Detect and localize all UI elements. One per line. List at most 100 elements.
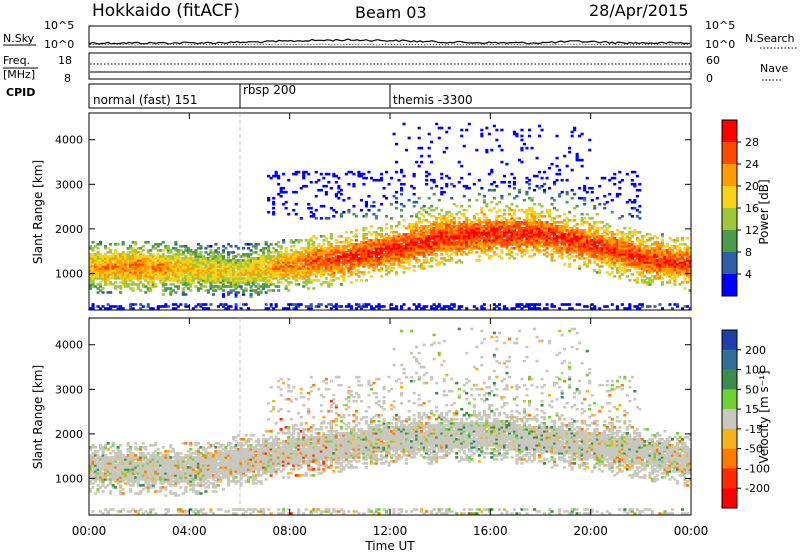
power-cell	[319, 267, 323, 270]
power-cell	[465, 219, 469, 222]
power-cell	[221, 279, 225, 282]
power-cell	[367, 303, 371, 306]
power-cell	[588, 225, 592, 228]
power-cell	[465, 227, 469, 230]
power-cell	[517, 227, 521, 230]
power-cell	[359, 249, 363, 252]
power-cell	[337, 235, 341, 238]
power-cell	[181, 259, 185, 262]
power-cell	[600, 237, 604, 240]
power-cell	[201, 275, 205, 278]
power-cell	[94, 267, 98, 270]
power-cell	[397, 245, 401, 248]
power-cell	[392, 255, 396, 258]
power-cell	[415, 215, 419, 218]
power-cell	[445, 227, 449, 230]
power-cell	[337, 245, 341, 248]
power-cell	[435, 305, 439, 308]
power-cell	[364, 247, 368, 250]
power-cell	[144, 241, 148, 244]
power-cell	[578, 247, 582, 250]
power-cell	[585, 241, 589, 244]
power-cell	[161, 275, 165, 278]
power-cell	[455, 243, 459, 246]
power-cell	[630, 261, 634, 264]
power-cell	[317, 269, 321, 272]
power-cell	[625, 275, 629, 278]
power-cell	[638, 271, 642, 274]
power-cell	[327, 217, 331, 220]
power-cell	[339, 247, 343, 250]
power-cell	[126, 267, 130, 270]
power-cell	[274, 172, 278, 176]
power-cell	[334, 194, 338, 198]
power-cell	[610, 249, 614, 252]
power-cell	[119, 307, 123, 310]
power-cell	[500, 148, 504, 152]
power-cell	[154, 273, 158, 276]
power-cell	[262, 255, 266, 258]
power-cell	[645, 253, 649, 256]
power-cell	[580, 132, 584, 136]
power-cell	[374, 241, 378, 244]
power-cell	[94, 277, 98, 280]
power-cell	[495, 243, 499, 246]
power-cell	[593, 251, 597, 254]
power-cell	[221, 271, 225, 274]
power-cell	[324, 249, 328, 252]
power-cell	[169, 287, 173, 290]
power-cell	[407, 241, 411, 244]
power-cell	[232, 261, 236, 264]
power-cell	[535, 241, 539, 244]
power-cell	[214, 271, 218, 274]
power-cell	[272, 255, 276, 258]
power-cell	[645, 247, 649, 250]
power-cell	[525, 303, 529, 306]
power-cell	[239, 279, 243, 282]
power-cell	[186, 279, 190, 282]
power-cell	[104, 259, 108, 262]
power-cell	[528, 233, 532, 236]
power-cell	[635, 188, 639, 192]
power-cell	[362, 239, 366, 242]
power-cell	[227, 271, 231, 274]
power-cell	[227, 273, 231, 276]
power-cell	[415, 200, 419, 204]
power-cell	[144, 277, 148, 280]
power-cell	[600, 241, 604, 244]
power-cell	[101, 291, 105, 294]
power-cell	[660, 255, 664, 258]
power-cell	[196, 271, 200, 274]
power-cell	[385, 239, 389, 242]
power-cell	[385, 215, 389, 218]
power-cell	[500, 215, 504, 218]
power-cell	[284, 200, 288, 204]
power-cell	[593, 249, 597, 252]
power-cell	[645, 249, 649, 252]
power-cell	[282, 186, 286, 190]
power-cell	[608, 237, 612, 240]
power-cell	[392, 307, 396, 310]
power-cell	[472, 225, 476, 228]
power-cell	[196, 267, 200, 270]
power-cell	[510, 237, 514, 240]
power-cell	[242, 293, 246, 296]
power-cell	[623, 267, 627, 270]
power-cell	[405, 255, 409, 258]
power-cell	[149, 263, 153, 266]
power-cell	[420, 263, 424, 266]
power-cell	[665, 273, 669, 276]
power-cell	[242, 281, 246, 284]
power-cell	[277, 273, 281, 276]
power-cell	[470, 249, 474, 252]
power-cell	[560, 231, 564, 234]
power-cell	[655, 269, 659, 272]
power-cell	[495, 305, 499, 308]
power-cell	[608, 245, 612, 248]
power-cell	[395, 235, 399, 238]
power-cell	[430, 215, 434, 218]
power-cell	[683, 249, 687, 252]
power-cell	[507, 229, 511, 232]
power-cell	[497, 221, 501, 224]
power-cell	[600, 265, 604, 268]
